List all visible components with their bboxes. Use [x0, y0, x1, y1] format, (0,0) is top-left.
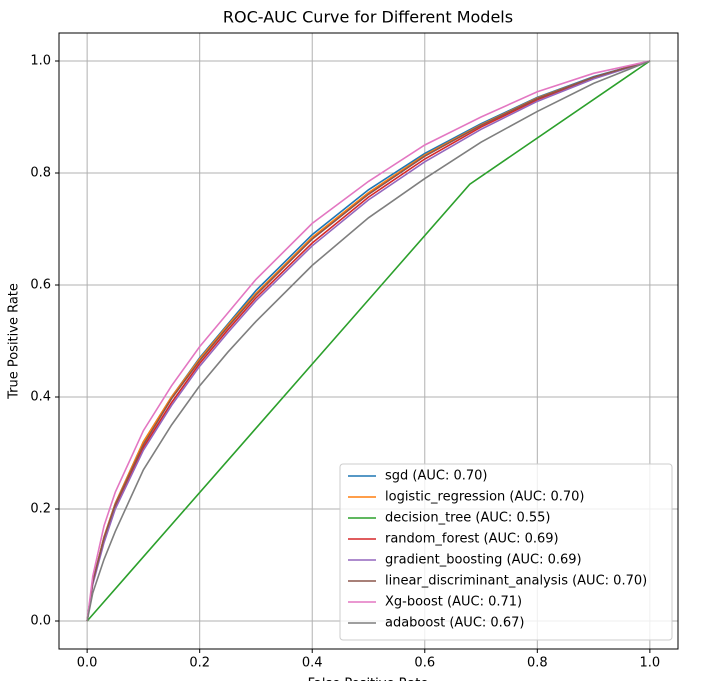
legend-label: random_forest (AUC: 0.69)	[385, 532, 559, 547]
roc-line	[86, 60, 651, 622]
legend-label: gradient_boosting (AUC: 0.69)	[385, 553, 582, 568]
y-axis-label: True Positive Rate	[7, 283, 22, 400]
legend-label: logistic_regression (AUC: 0.70)	[385, 490, 585, 505]
x-axis-label: False Positive Rate	[308, 677, 429, 681]
y-tick-label: 0.0	[30, 614, 51, 629]
legend-label: sgd (AUC: 0.70)	[385, 469, 488, 484]
roc-line	[86, 60, 651, 622]
y-tick-label: 0.8	[30, 166, 51, 181]
legend-label: decision_tree (AUC: 0.55)	[385, 511, 550, 526]
x-tick-label: 0.2	[189, 656, 210, 671]
y-tick-label: 1.0	[30, 54, 51, 69]
y-tick-label: 0.6	[30, 278, 51, 293]
roc-line	[86, 60, 651, 622]
legend-label: Xg-boost (AUC: 0.71)	[385, 595, 522, 610]
plot-frame	[58, 32, 679, 650]
roc-line	[86, 60, 651, 622]
legend-label: linear_discriminant_analysis (AUC: 0.70)	[385, 574, 647, 589]
chart-title: ROC-AUC Curve for Different Models	[223, 8, 513, 27]
x-tick-label: 0.6	[414, 656, 435, 671]
legend-box	[339, 463, 673, 641]
y-tick-label: 0.2	[30, 502, 51, 517]
x-tick-label: 0.4	[302, 656, 323, 671]
x-tick-label: 0.0	[77, 656, 98, 671]
legend: sgd (AUC: 0.70) logistic_regression (AUC:…	[339, 463, 673, 641]
x-tick-label: 0.8	[527, 656, 548, 671]
roc-line	[86, 60, 651, 622]
legend-label: adaboost (AUC: 0.67)	[385, 616, 524, 631]
y-tick-label: 0.4	[30, 390, 51, 405]
x-tick-label: 1.0	[640, 656, 661, 671]
